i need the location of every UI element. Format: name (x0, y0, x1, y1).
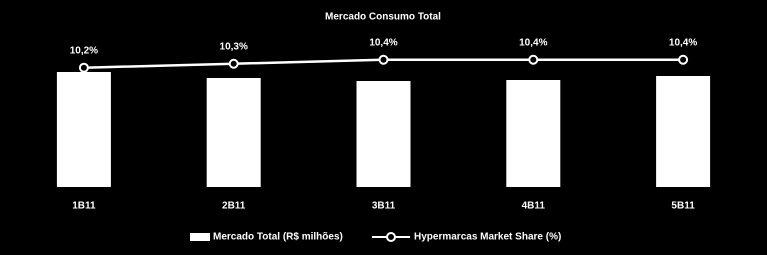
bar (506, 80, 561, 187)
x-tick-label: 1B11 (72, 201, 96, 212)
data-label: 10,4% (669, 37, 697, 48)
x-tick-label: 3B11 (372, 201, 396, 212)
line-marker (678, 54, 689, 65)
data-label: 10,4% (369, 37, 397, 48)
line-marker (78, 62, 89, 73)
data-label: 10,3% (220, 41, 248, 52)
data-label: 10,4% (519, 37, 547, 48)
x-tick-label: 5B11 (671, 201, 695, 212)
bar (356, 81, 411, 187)
chart-title: Mercado Consumo Total (325, 12, 441, 23)
legend-label: Mercado Total (R$ milhões) (213, 232, 343, 243)
bar (56, 72, 111, 187)
line-marker (378, 54, 389, 65)
x-tick-label: 4B11 (522, 201, 546, 212)
line-marker (528, 54, 539, 65)
legend-swatch (386, 232, 396, 242)
bar (206, 78, 261, 187)
data-label: 10,2% (70, 45, 98, 56)
x-tick-label: 2B11 (222, 201, 246, 212)
legend-swatch (190, 233, 210, 241)
line-marker (228, 58, 239, 69)
legend-label: Hypermarcas Market Share (%) (414, 232, 561, 243)
bar (656, 76, 711, 187)
